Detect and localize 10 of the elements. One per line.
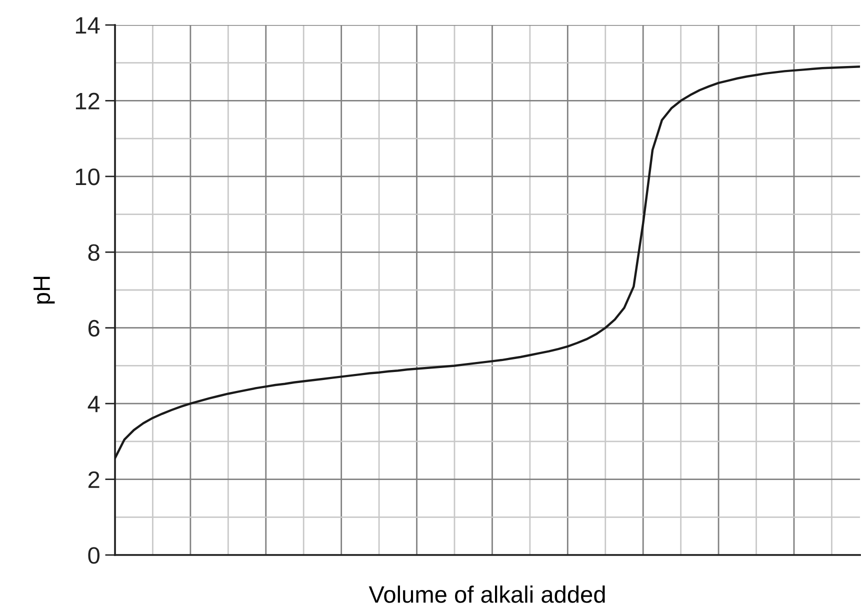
y-axis-title: pH — [34, 276, 55, 304]
y-tick-label: 14 — [76, 17, 100, 34]
y-tick-label: 0 — [88, 547, 100, 564]
y-tick-label: 12 — [76, 92, 100, 110]
y-tick-label: 8 — [88, 244, 100, 261]
y-tick-label: 10 — [76, 168, 100, 186]
x-axis-title: Volume of alkali added — [368, 586, 605, 603]
y-tick-label: 4 — [88, 396, 100, 412]
y-tick-label: 6 — [88, 320, 100, 337]
y-tick-label: 2 — [88, 471, 100, 488]
